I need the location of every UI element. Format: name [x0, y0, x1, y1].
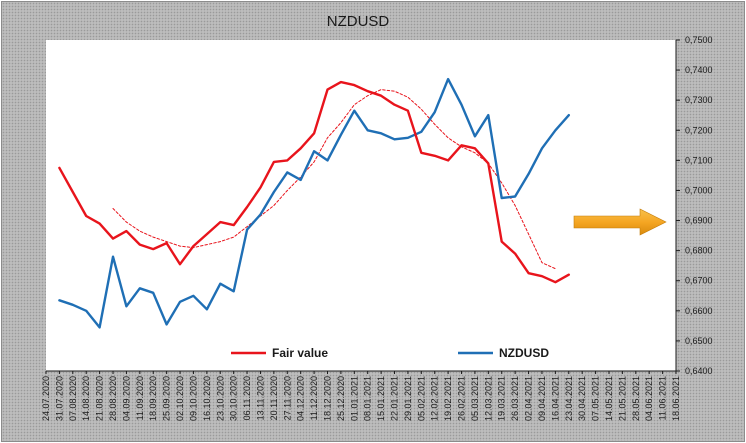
- y-tick-label: 0,7300: [685, 95, 713, 105]
- x-tick-label: 12.02.2021: [430, 376, 440, 421]
- x-tick-label: 31.07.2020: [54, 376, 64, 421]
- x-tick-label: 26.03.2021: [510, 376, 520, 421]
- fair-value-line: [58, 80, 570, 284]
- x-tick-label: 09.04.2021: [537, 376, 547, 421]
- x-tick-label: 26.02.2021: [457, 376, 467, 421]
- x-tick-label: 25.12.2020: [336, 376, 346, 421]
- x-tick-label: 30.04.2021: [577, 376, 587, 421]
- x-tick-label: 25.09.2020: [162, 376, 172, 421]
- x-tick-label: 24.07.2020: [41, 376, 51, 421]
- nzdusd-line: [58, 77, 570, 329]
- x-tick-label: 04.06.2021: [644, 376, 654, 421]
- x-tick-label: 14.08.2020: [81, 376, 91, 421]
- x-tick-label: 28.08.2020: [108, 376, 118, 421]
- x-tick-label: 27.11.2020: [282, 376, 292, 420]
- x-tick-label: 16.04.2021: [550, 376, 560, 421]
- x-tick-label: 23.04.2021: [564, 376, 574, 421]
- x-tick-label: 30.10.2020: [229, 376, 239, 421]
- y-tick-label: 0,6400: [685, 366, 713, 376]
- x-tick-label: 01.01.2021: [349, 376, 359, 421]
- fair-value-trend-line: [112, 89, 556, 270]
- y-tick-label: 0,6900: [685, 216, 713, 226]
- x-tick-label: 11.06.2021: [658, 376, 668, 420]
- legend-label-fair-value: Fair value: [272, 346, 328, 360]
- series-layer: [58, 77, 570, 329]
- y-tick-label: 0,7500: [685, 35, 713, 45]
- x-tick-label: 16.10.2020: [202, 376, 212, 421]
- x-tick-label: 07.05.2021: [591, 376, 601, 421]
- forecast-arrow-icon: [573, 208, 667, 236]
- legend-label-nzdusd: NZDUSD: [499, 346, 549, 360]
- x-tick-label: 09.10.2020: [188, 376, 198, 421]
- y-tick-label: 0,7100: [685, 155, 713, 165]
- x-tick-label: 29.01.2021: [403, 376, 413, 421]
- x-tick-label: 05.03.2021: [470, 376, 480, 421]
- x-tick-label: 21.05.2021: [617, 376, 627, 421]
- x-tick-label: 04.12.2020: [296, 376, 306, 421]
- x-axis-ticks: 24.07.2020 31.07.2020 07.08.2020 14.08.2020…: [41, 371, 681, 421]
- x-tick-label: 02.10.2020: [175, 376, 185, 421]
- plot-area: [46, 40, 676, 371]
- x-tick-label: 15.01.2021: [376, 376, 386, 421]
- y-tick-label: 0,7400: [685, 65, 713, 75]
- x-tick-label: 06.11.2020: [242, 376, 252, 420]
- x-tick-label: 13.11.2020: [255, 376, 265, 420]
- x-tick-label: 11.09.2020: [135, 376, 145, 420]
- y-tick-label: 0,6700: [685, 276, 713, 286]
- y-axis-ticks: 0,6400 0,6500 0,6600 0,6700 0,6800 0,6900 0,70…: [676, 35, 713, 376]
- x-tick-label: 11.12.2020: [309, 376, 319, 420]
- y-tick-label: 0,6600: [685, 306, 713, 316]
- x-tick-label: 05.02.2021: [416, 376, 426, 421]
- x-tick-label: 28.05.2021: [631, 376, 641, 421]
- y-tick-label: 0,7200: [685, 125, 713, 135]
- x-tick-label: 02.04.2021: [524, 376, 534, 421]
- x-tick-label: 19.02.2021: [443, 376, 453, 421]
- y-tick-label: 0,6800: [685, 246, 713, 256]
- y-tick-label: 0,7000: [685, 185, 713, 195]
- x-tick-label: 04.09.2020: [121, 376, 131, 421]
- x-tick-label: 18.09.2020: [148, 376, 158, 421]
- x-tick-label: 22.01.2021: [390, 376, 400, 421]
- x-tick-label: 18.06.2021: [671, 376, 681, 421]
- chart-title: NZDUSD: [327, 13, 390, 30]
- legend: Fair value NZDUSD: [231, 346, 549, 360]
- x-tick-label: 21.08.2020: [95, 376, 105, 421]
- x-tick-label: 14.05.2021: [604, 376, 614, 421]
- x-tick-label: 20.11.2020: [269, 376, 279, 420]
- x-tick-label: 18.12.2020: [322, 376, 332, 421]
- x-tick-label: 12.03.2021: [483, 376, 493, 421]
- x-tick-label: 19.03.2021: [497, 376, 507, 421]
- x-tick-label: 08.01.2021: [363, 376, 373, 421]
- y-tick-label: 0,6500: [685, 336, 713, 346]
- x-tick-label: 23.10.2020: [215, 376, 225, 421]
- x-tick-label: 07.08.2020: [68, 376, 78, 421]
